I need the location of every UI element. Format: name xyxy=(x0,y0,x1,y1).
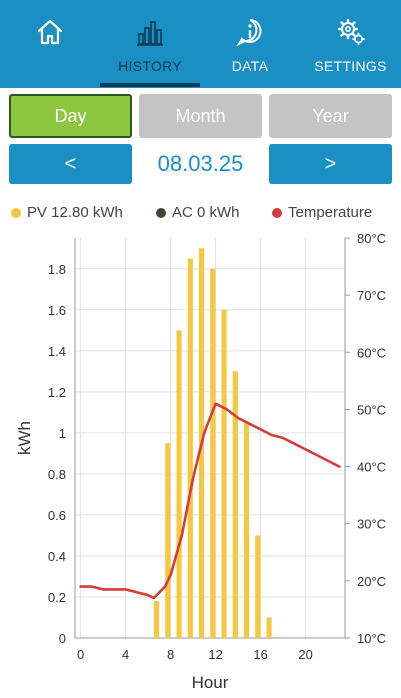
y-tick-label: 1.4 xyxy=(48,344,66,359)
y2-tick-label: 40°C xyxy=(357,460,386,475)
nav-history[interactable]: HISTORY xyxy=(100,0,200,88)
nav-home[interactable] xyxy=(0,0,100,88)
history-chart: 0 0.2 0.4 0.6 0.8 1 1.2 1.4 1.6 1.8 0 4 8 12 16 20 10°C 2… xyxy=(15,231,386,692)
pv-bar xyxy=(255,535,261,638)
temperature-dot-icon xyxy=(272,207,282,218)
x-tick-label: 8 xyxy=(167,647,174,662)
pv-bar xyxy=(176,330,182,638)
y-tick-label: 0 xyxy=(59,631,66,646)
y-tick-label: 0.6 xyxy=(48,508,66,523)
y2-tick-label: 70°C xyxy=(357,288,386,303)
bar-chart-icon xyxy=(137,21,163,46)
current-date: 08.03.25 xyxy=(157,151,244,176)
pv-bar xyxy=(243,422,250,638)
legend-temperature[interactable]: Temperature xyxy=(272,204,372,221)
pv-bar xyxy=(153,601,160,638)
x-tick-label: 0 xyxy=(77,647,84,662)
legend-temperature-label: Temperature xyxy=(288,204,373,221)
pv-dot-icon xyxy=(11,207,21,218)
legend-ac-label: AC 0 kWh xyxy=(172,204,240,221)
pv-bar xyxy=(165,443,171,638)
pv-bar xyxy=(187,258,193,638)
y2-tick-label: 30°C xyxy=(357,517,386,532)
nav-history-label: HISTORY xyxy=(118,58,182,74)
temperature-line xyxy=(79,402,341,600)
y-axis-label: kWh xyxy=(15,421,34,455)
y2-tick-label: 50°C xyxy=(357,402,386,417)
home-icon xyxy=(37,19,63,45)
y2-tick-label: 10°C xyxy=(357,631,386,646)
y-tick-label: 1.6 xyxy=(48,303,66,318)
ac-dot-icon xyxy=(156,207,166,218)
previous-date-button[interactable]: < xyxy=(9,144,132,184)
legend-ac[interactable]: AC 0 kWh xyxy=(156,204,240,221)
nav-data-label: DATA xyxy=(231,58,269,74)
x-tick-label: 4 xyxy=(122,647,129,662)
pv-bar xyxy=(266,617,272,638)
period-year-button[interactable]: Year xyxy=(269,94,392,138)
y-tick-label: 1 xyxy=(59,426,66,441)
active-tab-indicator xyxy=(100,83,200,87)
x-tick-label: 16 xyxy=(253,647,267,662)
y-tick-label: 1.2 xyxy=(48,385,66,400)
y-tick-label: 0.8 xyxy=(48,467,66,482)
y2-tick-label: 20°C xyxy=(357,574,386,589)
y-tick-label: 0.4 xyxy=(48,549,66,564)
legend-pv-label: PV 12.80 kWh xyxy=(27,204,123,221)
x-tick-label: 20 xyxy=(298,647,312,662)
period-month-button[interactable]: Month xyxy=(139,94,262,138)
nav-settings[interactable]: SETTINGS xyxy=(300,0,401,88)
legend-pv[interactable]: PV 12.80 kWh xyxy=(11,204,123,221)
nav-settings-label: SETTINGS xyxy=(314,58,387,74)
y-tick-label: 1.8 xyxy=(48,262,66,277)
info-icon xyxy=(236,19,262,47)
y-tick-label: 0.2 xyxy=(48,590,66,605)
next-date-button[interactable]: > xyxy=(269,144,392,184)
y2-tick-label: 80°C xyxy=(357,231,386,246)
y2-tick-label: 60°C xyxy=(357,345,386,360)
nav-data[interactable]: DATA xyxy=(200,0,300,88)
gear-icon xyxy=(337,18,365,46)
x-tick-label: 12 xyxy=(208,647,222,662)
chart-legend: PV 12.80 kWh AC 0 kWh Temperature xyxy=(0,200,401,226)
pv-bar xyxy=(232,371,238,638)
pv-bar xyxy=(221,309,227,638)
period-day-button[interactable]: Day xyxy=(9,94,132,138)
top-navigation: HISTORY DATA SETTINGS xyxy=(0,0,401,88)
pv-bar xyxy=(210,268,216,638)
x-axis-label: Hour xyxy=(192,673,229,692)
